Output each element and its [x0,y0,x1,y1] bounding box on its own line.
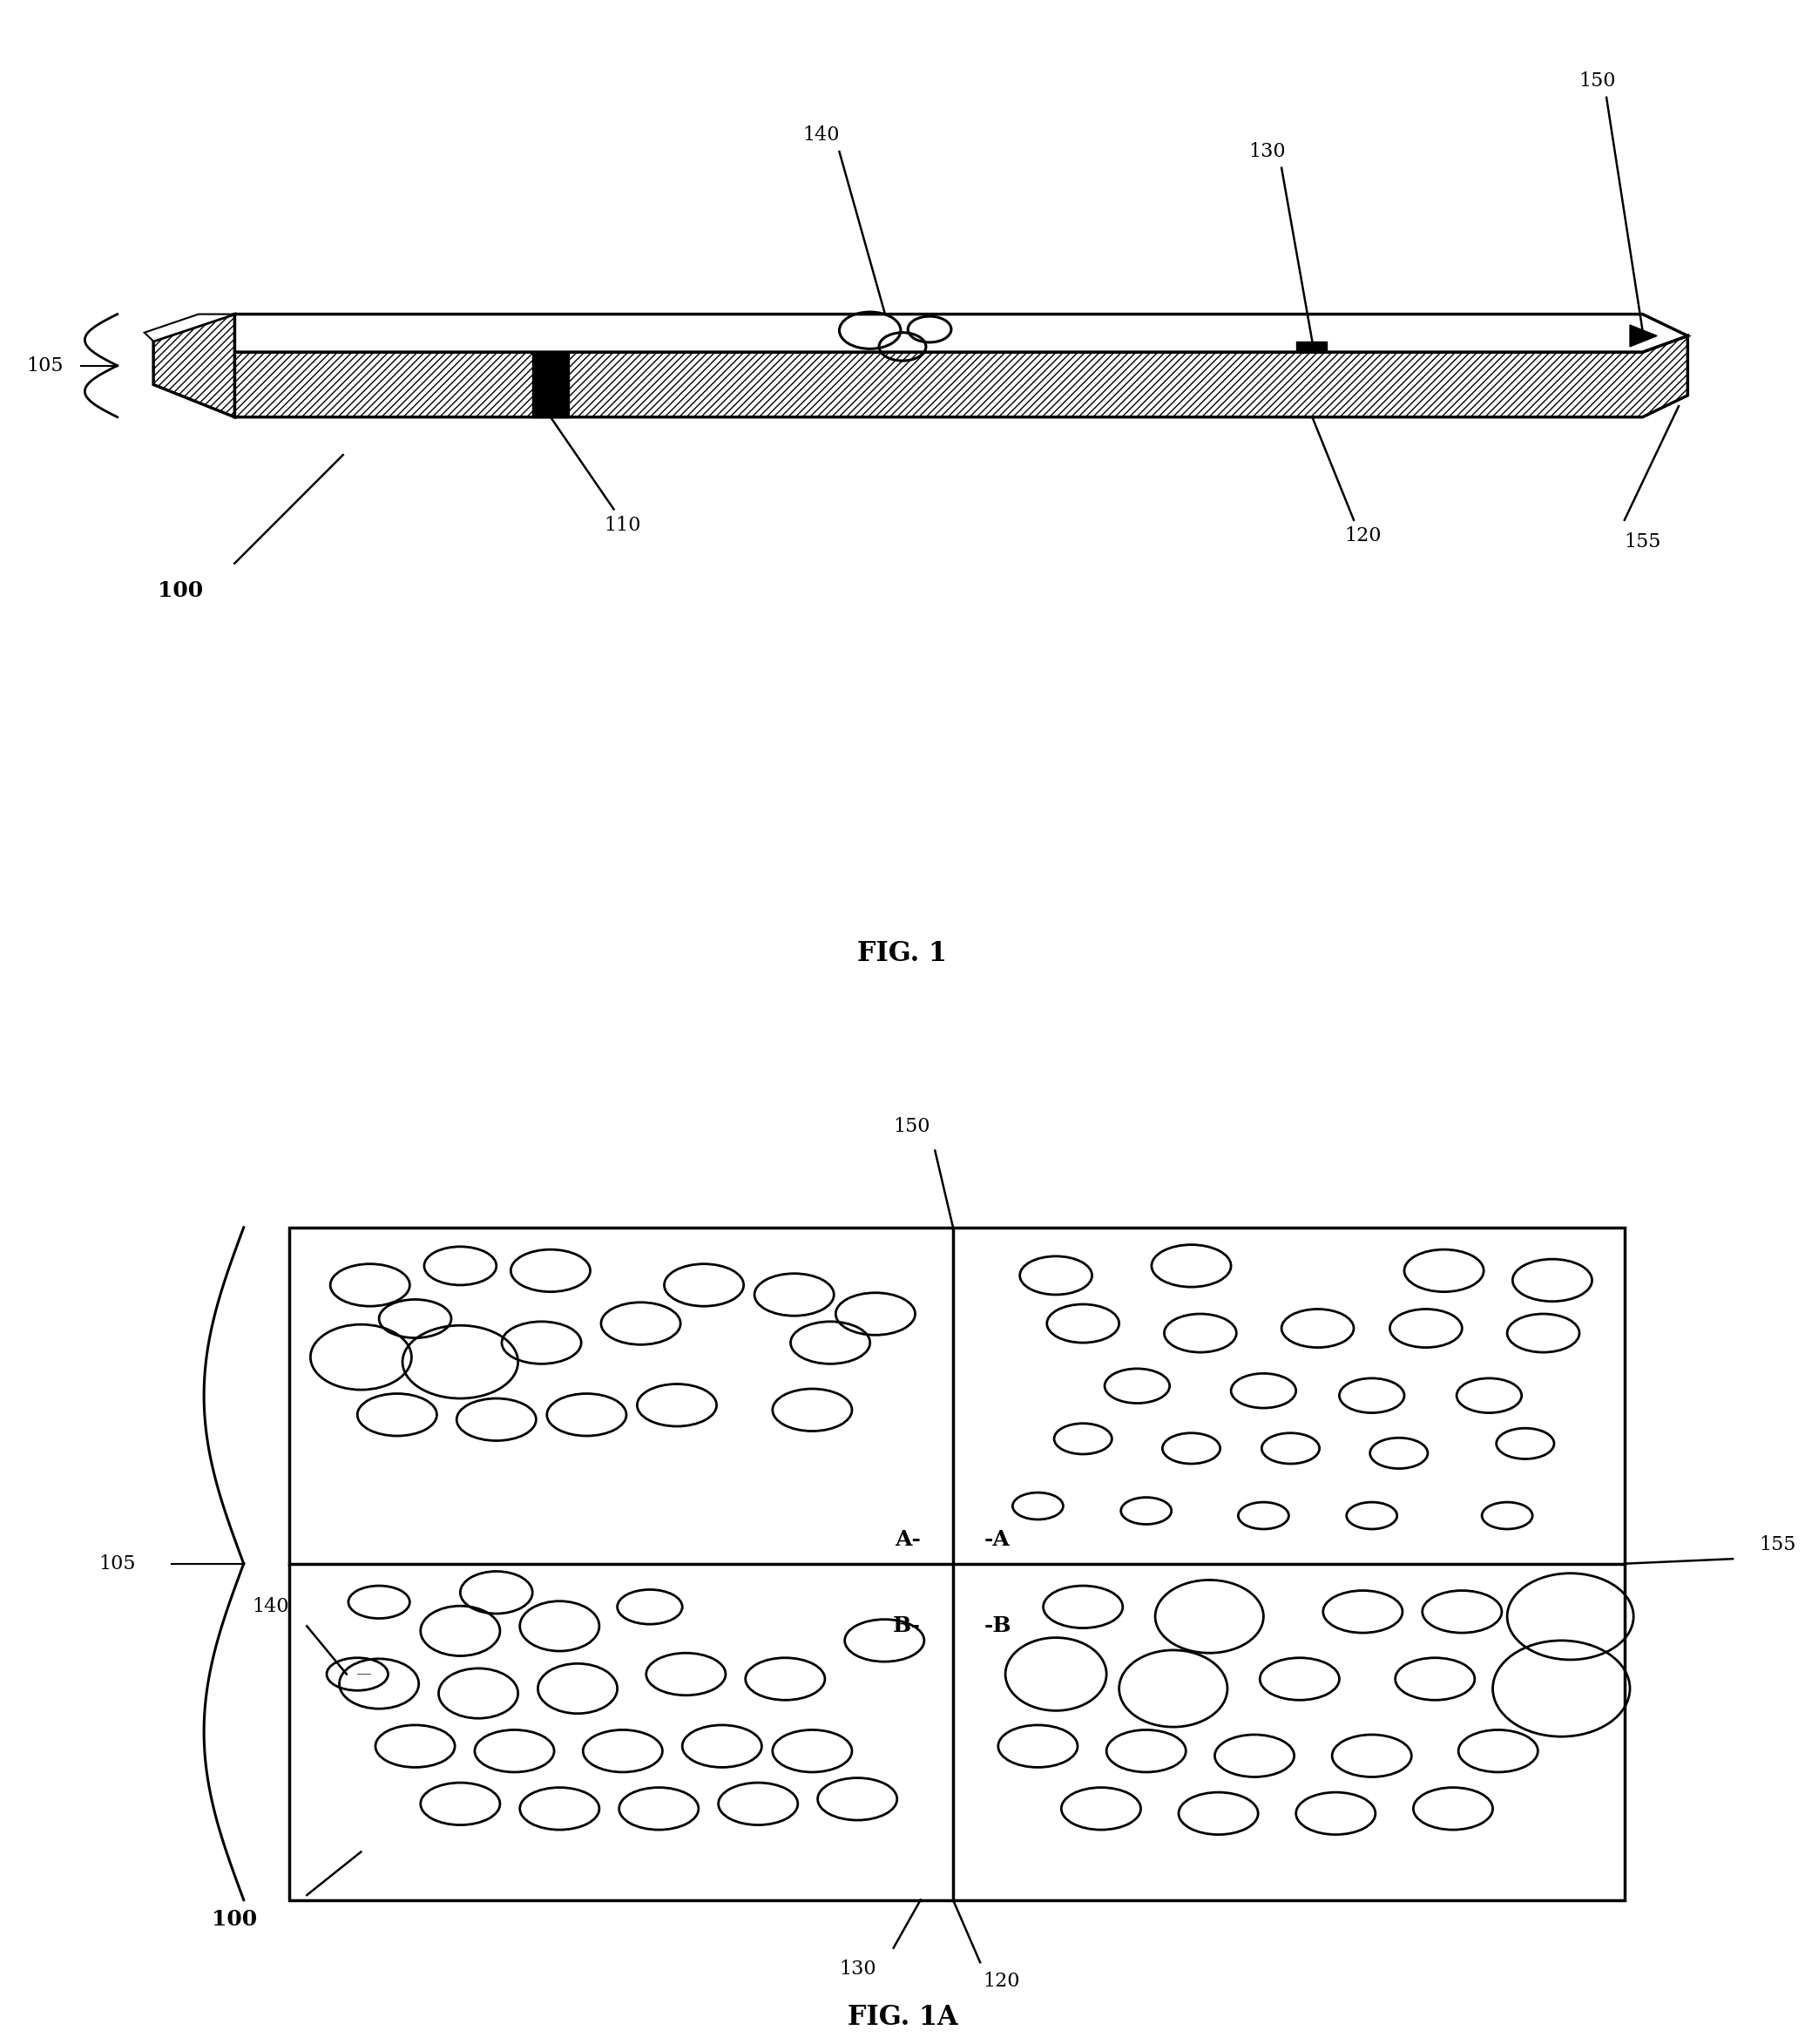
Text: 130: 130 [1249,143,1285,161]
Text: 105: 105 [99,1553,135,1574]
Text: 100: 100 [157,580,204,601]
Polygon shape [1630,325,1657,347]
Text: 120: 120 [1345,527,1381,546]
Text: 100: 100 [211,1909,258,1930]
Text: A-: A- [895,1529,921,1549]
Text: FIG. 1A: FIG. 1A [847,2003,958,2030]
Text: -A: -A [984,1529,1009,1549]
Bar [289,1226,1624,1901]
Text: 150: 150 [893,1116,930,1136]
Text: 150: 150 [1579,72,1615,90]
Text: 140: 140 [803,127,839,145]
Text: 105: 105 [27,356,63,376]
Text: 140: 140 [253,1596,289,1617]
Polygon shape [235,315,1688,352]
Text: 155: 155 [1760,1535,1796,1553]
Text: 110: 110 [605,515,641,536]
Text: 120: 120 [984,1972,1020,1991]
Polygon shape [153,315,235,417]
Text: 130: 130 [839,1960,875,1979]
Text: FIG. 1: FIG. 1 [857,940,948,967]
Polygon shape [144,315,235,341]
Polygon shape [1296,341,1327,352]
Polygon shape [235,335,1688,417]
Text: -B: -B [984,1615,1011,1637]
Text: B-: B- [893,1615,921,1637]
Text: 155: 155 [1624,531,1661,552]
Polygon shape [532,352,569,417]
